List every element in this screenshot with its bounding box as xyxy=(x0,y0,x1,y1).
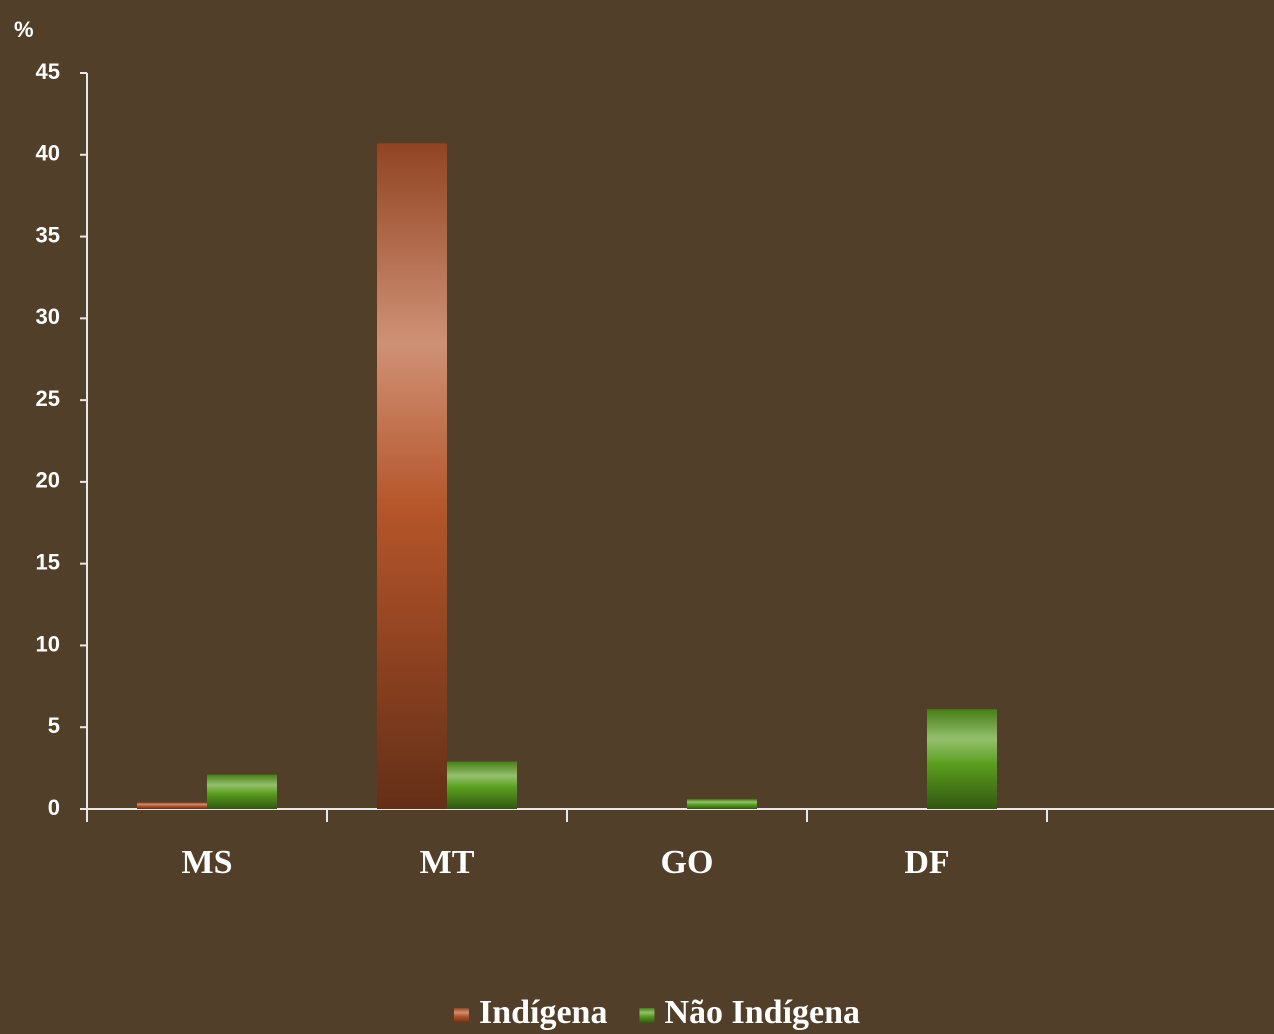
x-tick-label: GO xyxy=(661,844,714,881)
bar xyxy=(927,709,997,809)
y-tick-label: 40 xyxy=(36,141,60,166)
legend-swatch xyxy=(639,1008,655,1023)
y-tick-label: 15 xyxy=(36,549,60,574)
y-tick-label: 0 xyxy=(48,795,60,820)
y-tick-label: 30 xyxy=(36,304,60,329)
legend-label: Não Indígena xyxy=(664,994,860,1031)
y-tick-label: 5 xyxy=(48,713,60,738)
bar xyxy=(137,802,207,809)
legend-label: Indígena xyxy=(479,994,608,1031)
y-tick-label: 25 xyxy=(36,386,60,411)
x-tick-label: MT xyxy=(420,844,475,881)
y-axis-label: % xyxy=(14,17,34,42)
y-tick-label: 10 xyxy=(36,631,60,656)
bar xyxy=(687,799,757,809)
bar xyxy=(207,774,277,809)
legend: Indígena Não Indígena xyxy=(453,994,860,1031)
x-tick-label: MS xyxy=(182,844,233,881)
bar xyxy=(377,143,447,810)
legend-swatch xyxy=(453,1008,469,1023)
bar xyxy=(447,761,517,809)
x-tick-label: DF xyxy=(904,844,949,881)
y-tick-label: 45 xyxy=(36,59,60,84)
y-tick-label: 20 xyxy=(36,468,60,493)
y-tick-label: 35 xyxy=(36,222,60,247)
